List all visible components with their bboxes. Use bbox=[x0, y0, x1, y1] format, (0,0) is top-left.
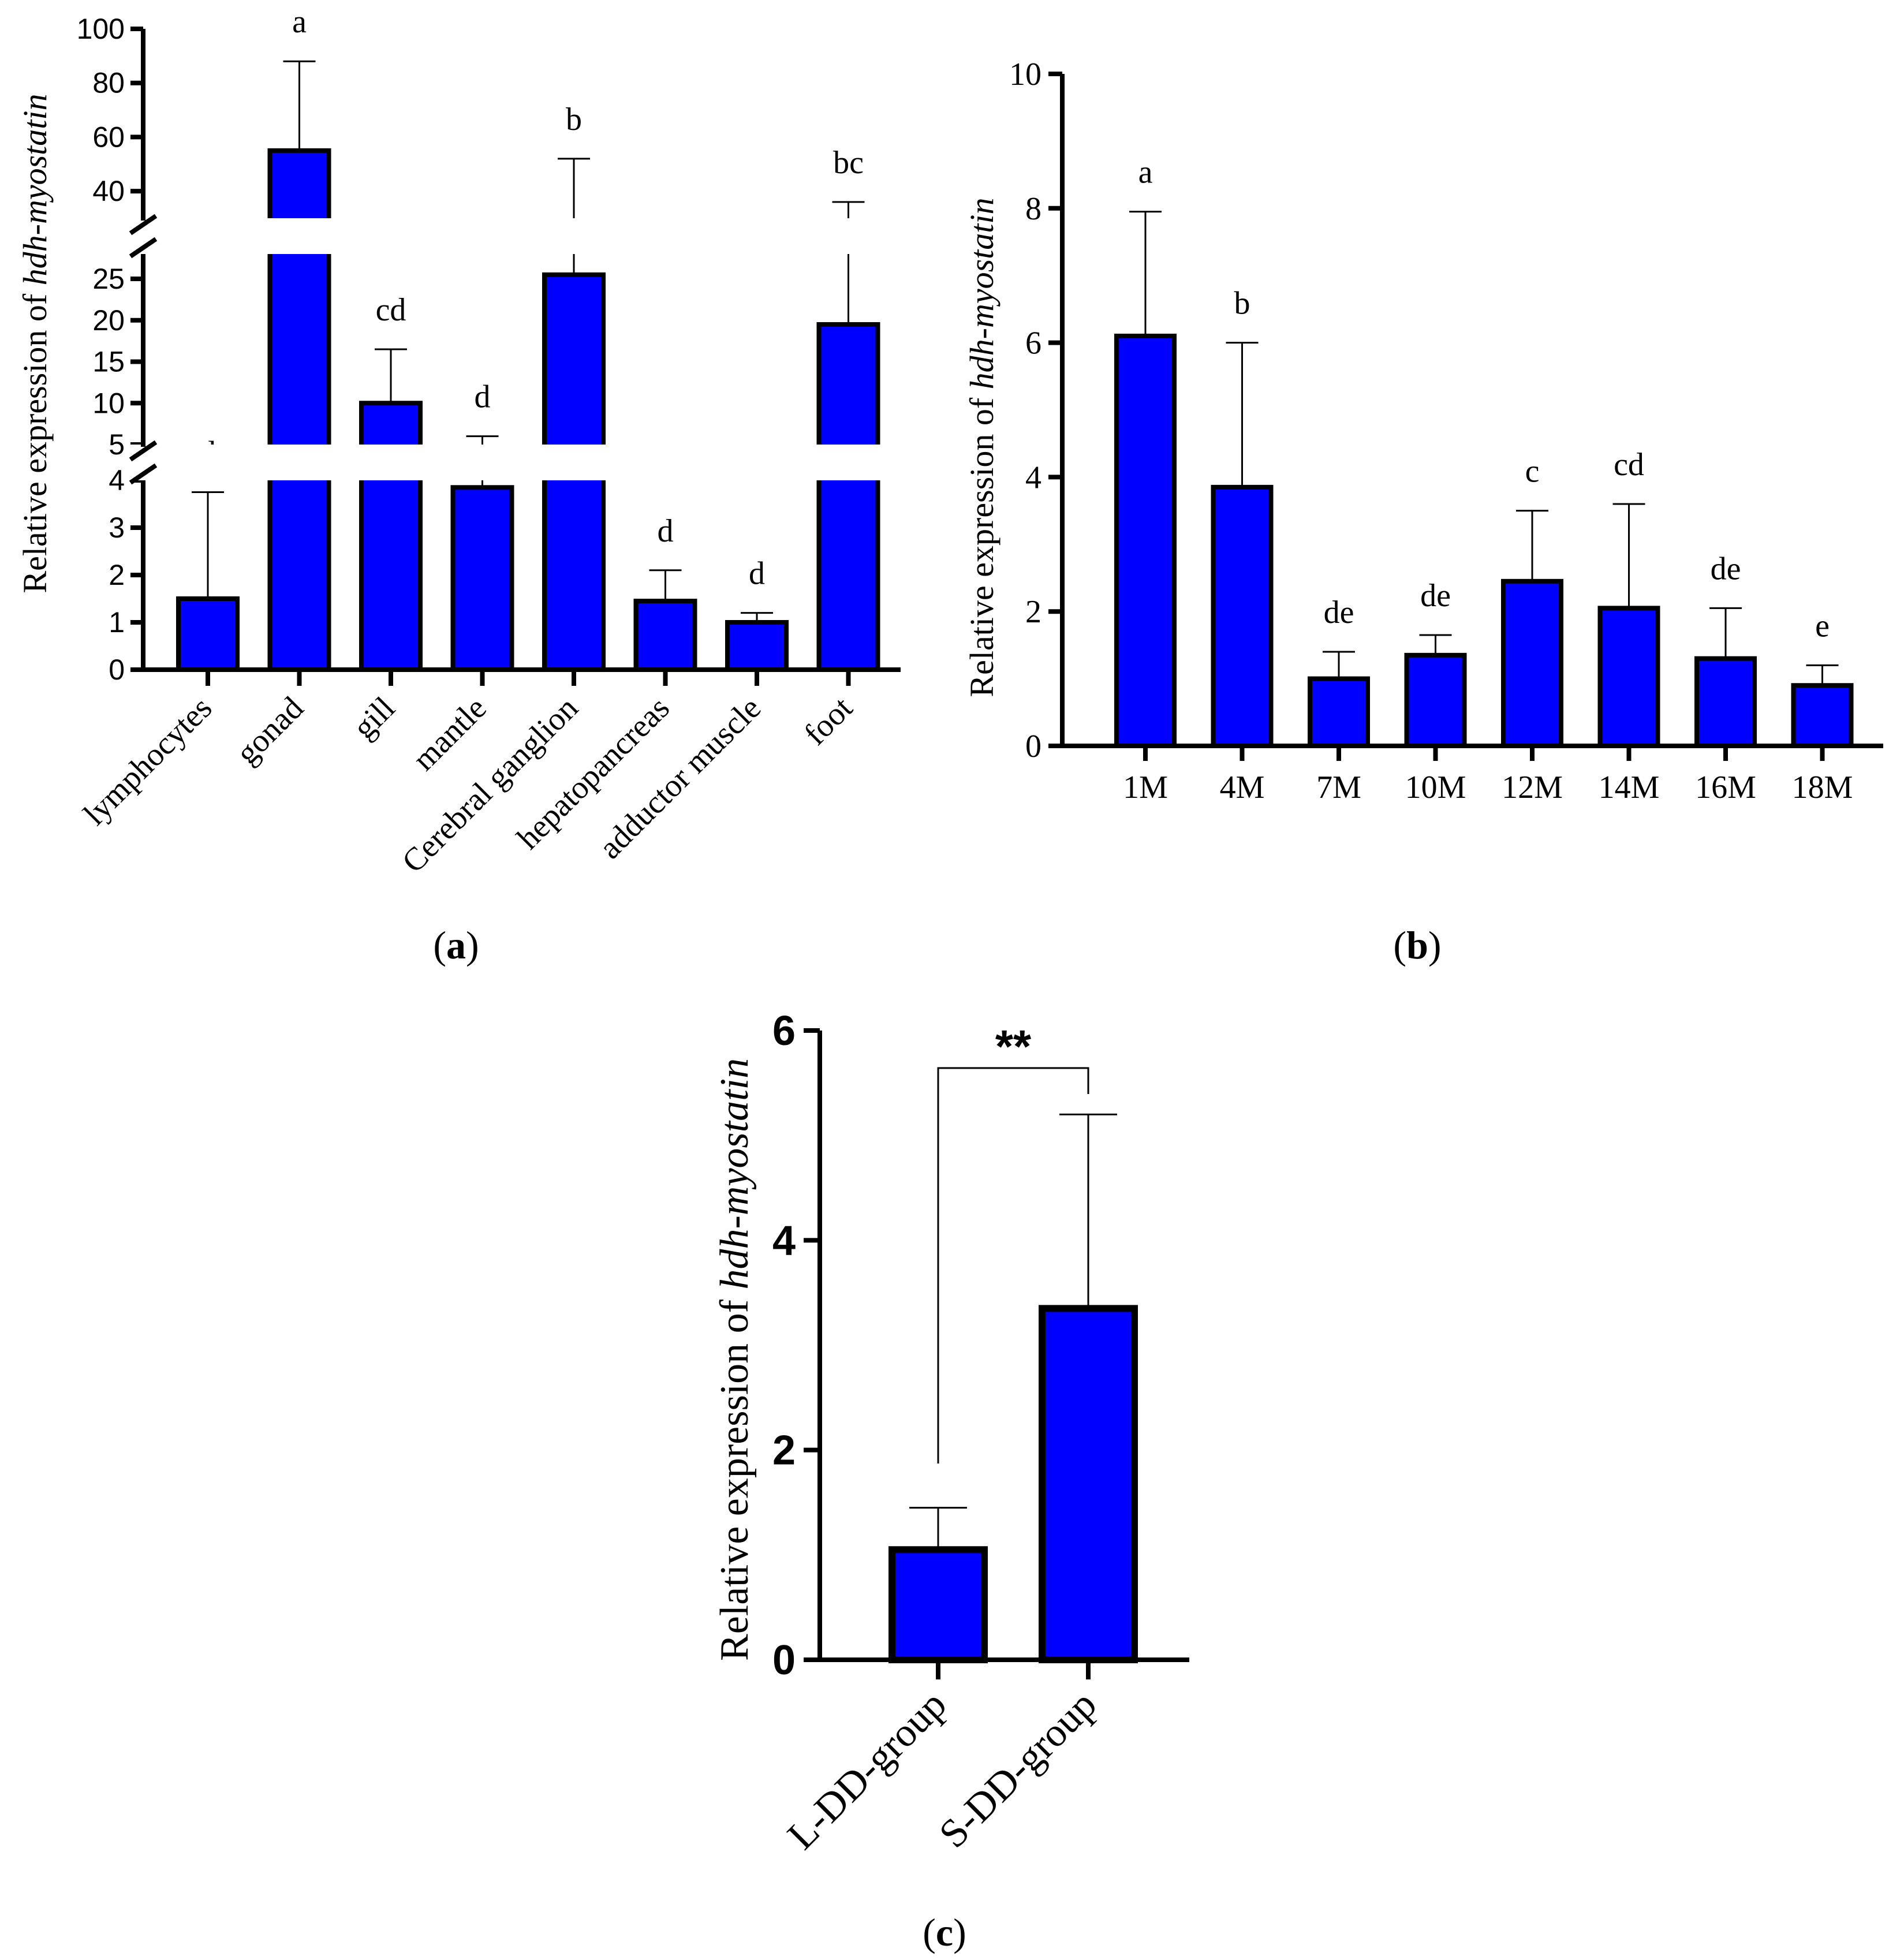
panel-b-x-tick-labels: 1M 4M 7M 10M 12M 14M 16M 18M bbox=[1123, 746, 1853, 805]
bar-12m bbox=[1501, 578, 1563, 748]
panel-c-significance: ** bbox=[937, 1021, 1089, 1464]
significance-letter-16m: de bbox=[1711, 551, 1741, 587]
bar-1m bbox=[1114, 333, 1177, 748]
panel-a-y-ticks: 0 1 2 3 45 10 15 20 25 40 60 80 100 bbox=[77, 13, 143, 686]
panel-b-y-tick-label: 4 bbox=[1025, 460, 1041, 495]
significance-letter-adductor-muscle: d bbox=[749, 556, 765, 592]
significance-letter-1m: a bbox=[1138, 155, 1153, 191]
panel-c-y-label-gene: hdh-myostatin bbox=[712, 1058, 757, 1290]
panel-b-y-tick-label: 2 bbox=[1025, 594, 1041, 630]
x-label-7m: 7M bbox=[1316, 770, 1361, 805]
panel-a-y-tick-label: 5 bbox=[109, 428, 125, 461]
panel-a-y-tick-label: 80 bbox=[92, 67, 125, 99]
bar-4m bbox=[1211, 484, 1274, 748]
panel-c-y-tick-label: 0 bbox=[772, 1637, 796, 1683]
panel-c-bars bbox=[888, 1113, 1138, 1664]
panel-b-y-label-gene: hdh-myostatin bbox=[963, 198, 1001, 390]
bar-hepatopancreas bbox=[633, 599, 697, 672]
bar-gill bbox=[359, 401, 423, 672]
bar-l-dd-group bbox=[888, 1546, 988, 1663]
panel-c-y-tick-label: 2 bbox=[772, 1428, 796, 1474]
x-label-10m: 10M bbox=[1405, 770, 1466, 805]
panel-a-y-tick-label: 3 bbox=[109, 512, 125, 544]
significance-letter-4m: b bbox=[1234, 286, 1250, 322]
significance-letter-cerebral-ganglion: b bbox=[566, 102, 582, 137]
panel-a-label: (a) bbox=[433, 923, 479, 967]
panel-c-axes bbox=[817, 1031, 1189, 1662]
x-label-16m: 16M bbox=[1695, 770, 1756, 805]
panel-a-y-tick-label: 15 bbox=[92, 346, 125, 378]
significance-letter-14m: cd bbox=[1614, 447, 1644, 483]
bar-adductor-muscle bbox=[725, 620, 789, 672]
panel-a-y-tick-label: 25 bbox=[92, 263, 125, 295]
significance-letter-mantle: d bbox=[475, 379, 491, 415]
significance-letter-18m: e bbox=[1815, 608, 1830, 644]
bar-18m bbox=[1791, 683, 1854, 748]
panel-b-y-tick-label: 10 bbox=[1009, 57, 1041, 92]
panel-a-y-tick-label: 0 bbox=[109, 654, 125, 686]
bar-7m bbox=[1308, 676, 1370, 748]
panel-a-y-label-gene: hdh-myostatin bbox=[16, 94, 54, 286]
panel-c-label: (c) bbox=[923, 1910, 966, 1954]
x-label-1m: 1M bbox=[1123, 770, 1168, 805]
panel-b-y-label-prefix: Relative expression of bbox=[963, 389, 1001, 697]
panel-b-y-axis-label: Relative expression of hdh-myostatin bbox=[963, 198, 1001, 697]
bar-10m bbox=[1404, 652, 1467, 748]
panel-a-y-tick-label: 2 bbox=[109, 559, 125, 591]
panel-c-y-ticks: 0 2 4 6 bbox=[772, 1008, 820, 1683]
x-label-12m: 12M bbox=[1502, 770, 1563, 805]
panel-a-y-tick-label: 40 bbox=[92, 175, 125, 207]
panel-a-y-tick-label: 4 bbox=[109, 464, 125, 496]
x-label-4m: 4M bbox=[1220, 770, 1265, 805]
panel-c-letter: c bbox=[936, 1910, 953, 1954]
panel-b-letter: b bbox=[1406, 923, 1428, 967]
panel-a-y-tick-label: 10 bbox=[92, 387, 125, 419]
significance-bracket bbox=[937, 1067, 1089, 1464]
significance-letter-7m: de bbox=[1324, 595, 1354, 630]
significance-letter-gill: cd bbox=[376, 292, 406, 328]
panel-a-axes bbox=[129, 29, 901, 672]
bar-foot bbox=[816, 322, 880, 672]
bar-16m bbox=[1694, 656, 1757, 749]
panel-a-bars: dacddbddbc bbox=[126, 4, 899, 673]
significance-letter-foot: bc bbox=[833, 145, 864, 181]
panel-b-y-tick-label: 6 bbox=[1025, 326, 1041, 361]
panel-a-y-tick-label: 100 bbox=[77, 13, 125, 45]
significance-letter-12m: c bbox=[1525, 454, 1540, 490]
x-label-18m: 18M bbox=[1792, 770, 1853, 805]
panel-c-y-tick-label: 6 bbox=[772, 1008, 796, 1054]
axis-break-mark bbox=[129, 440, 158, 462]
panel-b-y-tick-label: 0 bbox=[1025, 729, 1041, 764]
bar-lymphocytes bbox=[176, 596, 240, 672]
panel-a-y-tick-label: 60 bbox=[92, 121, 125, 153]
bar-mantle bbox=[450, 485, 514, 672]
panel-b-axes bbox=[1060, 74, 1883, 748]
x-label-14m: 14M bbox=[1599, 770, 1660, 805]
axis-break-gap bbox=[126, 218, 899, 254]
axis-break-gap bbox=[126, 445, 899, 480]
panel-a-letter: a bbox=[446, 923, 466, 967]
panel-c-y-tick-label: 4 bbox=[772, 1218, 796, 1264]
axis-break-mark bbox=[129, 237, 158, 259]
axis-break-mark bbox=[129, 214, 158, 236]
panel-a-y-axis-label: Relative expression of hdh-myostatin bbox=[16, 94, 54, 593]
axis-break-mark bbox=[129, 463, 158, 485]
panel-a-y-tick-label: 1 bbox=[109, 606, 125, 639]
bar-14m bbox=[1597, 606, 1660, 748]
significance-letter-10m: de bbox=[1420, 578, 1451, 614]
panel-a-y-tick-label: 20 bbox=[92, 304, 125, 337]
bar-s-dd-group bbox=[1039, 1305, 1138, 1664]
panel-b-y-ticks: 0 2 4 6 8 10 bbox=[1009, 57, 1062, 764]
significance-marker: ** bbox=[995, 1021, 1032, 1072]
panel-c-y-axis-label: Relative expression of hdh-myostatin bbox=[712, 1058, 757, 1661]
chart-panel-b: Relative expression of hdh-myostatin 0 2 4… bbox=[963, 57, 1883, 967]
significance-letter-hepatopancreas: d bbox=[658, 513, 674, 549]
panel-c-y-label-prefix: Relative expression of bbox=[712, 1290, 757, 1661]
panel-a-y-label-prefix: Relative expression of bbox=[16, 285, 54, 593]
significance-letter-gonad: a bbox=[292, 4, 307, 40]
panel-b-bars: a b de de c cd de e bbox=[1114, 155, 1854, 749]
panel-b-label: (b) bbox=[1393, 923, 1441, 967]
panel-b-y-tick-label: 8 bbox=[1025, 191, 1041, 227]
